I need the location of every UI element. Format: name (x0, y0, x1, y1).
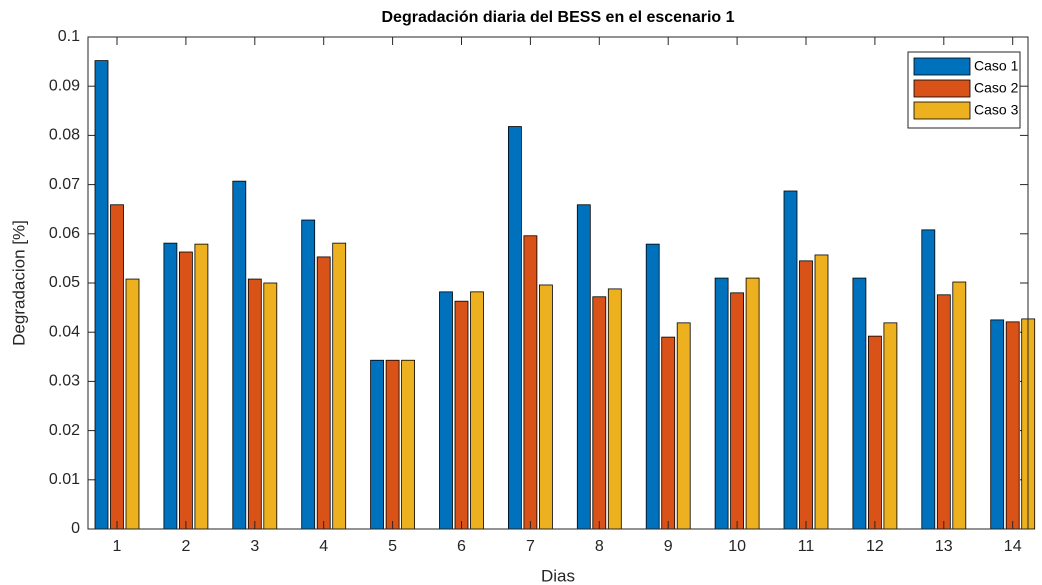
bar (607, 288, 622, 530)
legend-label: Caso 1 (974, 58, 1019, 74)
y-tick-label: 0.03 (49, 373, 80, 390)
bar (783, 190, 798, 530)
x-tick-label: 6 (457, 538, 466, 555)
x-tick-label: 1 (113, 538, 122, 555)
y-tick-label: 0.09 (49, 77, 80, 94)
bar (592, 296, 607, 530)
bar (370, 359, 385, 530)
bar (301, 219, 316, 530)
axes-box (87, 36, 1029, 530)
legend-label: Caso 3 (974, 102, 1019, 118)
bar (799, 260, 813, 530)
bar (316, 256, 331, 530)
y-tick-label: 0.07 (49, 176, 80, 193)
y-tick-label: 0.05 (49, 274, 80, 291)
x-tick-label: 12 (866, 538, 884, 555)
x-tick-label: 10 (728, 538, 746, 555)
y-tick-label: 0.1 (58, 28, 80, 45)
bar (745, 277, 760, 530)
x-tick-label: 7 (526, 538, 535, 555)
legend-swatch (913, 57, 971, 76)
bar (263, 282, 278, 530)
bar (852, 277, 867, 530)
y-tick-label: 0.01 (49, 471, 80, 488)
bar (1005, 321, 1020, 530)
bar (990, 319, 1005, 530)
x-axis-label: Dias (541, 566, 575, 585)
bar (730, 292, 744, 530)
y-tick-label: 0.04 (49, 323, 80, 340)
bar (439, 291, 453, 530)
bar (714, 277, 729, 530)
bar (814, 254, 829, 530)
x-tick-label: 3 (250, 538, 259, 555)
legend-label: Caso 2 (974, 80, 1019, 96)
legend-swatch (913, 101, 971, 120)
x-tick-label: 8 (595, 538, 604, 555)
bar (110, 204, 124, 530)
bar (921, 229, 936, 530)
bar (247, 278, 262, 530)
x-tick-label: 2 (181, 538, 190, 555)
bar (883, 322, 898, 530)
y-tick-label: 0.06 (49, 225, 80, 242)
bar (868, 335, 882, 530)
bar (523, 235, 538, 530)
bar (163, 242, 178, 530)
bar (178, 251, 193, 530)
chart-title: Degradación diaria del BESS en el escena… (381, 9, 734, 26)
bar (507, 126, 522, 530)
y-tick-label: 0 (71, 520, 80, 537)
bar (232, 180, 247, 530)
bar (332, 242, 347, 530)
x-tick-label: 5 (388, 538, 397, 555)
bar (539, 284, 553, 530)
y-tick-label: 0.08 (49, 127, 80, 144)
bar (676, 322, 691, 530)
x-tick-label: 14 (1004, 538, 1022, 555)
bar (401, 359, 416, 530)
bar (661, 336, 676, 530)
bar (952, 281, 967, 530)
y-tick-label: 0.02 (49, 422, 80, 439)
bar (194, 243, 209, 530)
bar (94, 60, 109, 530)
x-tick-label: 9 (664, 538, 673, 555)
bar (576, 204, 591, 530)
legend: Caso 1 Caso 2 Caso 3 (907, 51, 1021, 129)
legend-swatch (913, 79, 971, 98)
x-tick-label: 11 (798, 538, 815, 555)
bar (125, 278, 140, 530)
x-tick-label: 4 (319, 538, 328, 555)
bar (385, 359, 400, 530)
x-tick-label: 13 (935, 538, 953, 555)
bar (470, 291, 484, 530)
y-axis-label: Degradacion [%] (9, 220, 28, 346)
bar (936, 294, 951, 530)
bar (454, 300, 469, 530)
bar (645, 243, 660, 530)
